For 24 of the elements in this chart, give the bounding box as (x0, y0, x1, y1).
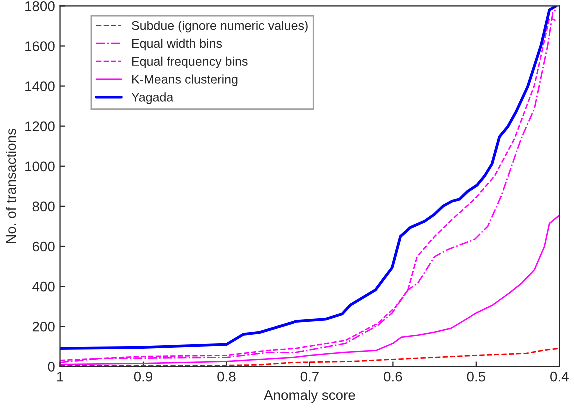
y-tick-label: 1000 (26, 162, 55, 172)
y-tick-label: 600 (32, 242, 55, 252)
legend-label: Subdue (ignore numeric values) (132, 21, 308, 33)
y-tick-label: 400 (32, 282, 55, 292)
y-tick-label: 800 (32, 202, 55, 212)
legend-label: Yagada (132, 92, 174, 104)
x-tick-label: 0.6 (384, 372, 402, 382)
x-tick-label: 0.7 (300, 372, 319, 382)
x-tick-label: 0.4 (550, 372, 569, 382)
y-tick-label: 200 (32, 322, 55, 332)
x-tick-label: 0.9 (134, 372, 152, 382)
x-axis-title: Anomaly score (264, 390, 356, 403)
x-tick-label: 0.8 (218, 372, 236, 382)
x-tick-label: 1 (57, 372, 64, 382)
legend-label: K-Means clustering (132, 74, 238, 86)
x-tick-label: 0.5 (467, 372, 486, 382)
y-axis-title: No. of transactions (6, 129, 16, 244)
y-tick-label: 0 (48, 362, 55, 372)
legend-label: Equal frequency bins (132, 56, 248, 68)
y-tick-label: 1400 (26, 82, 55, 92)
y-tick-label: 1600 (26, 42, 55, 52)
y-tick-label: 1800 (26, 2, 55, 12)
legend-label: Equal width bins (132, 38, 222, 51)
y-tick-label: 1200 (26, 122, 55, 132)
